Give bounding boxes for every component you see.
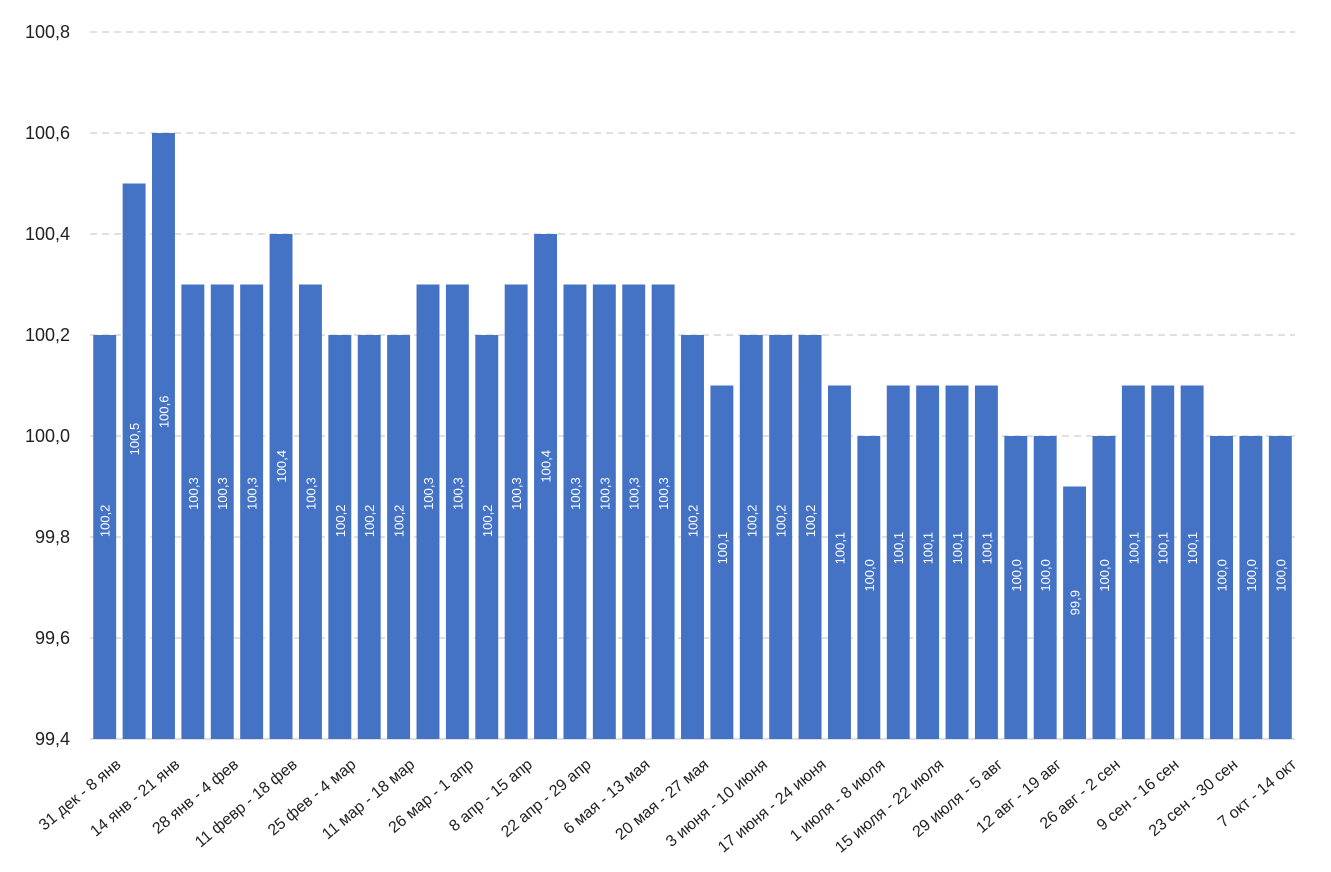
bar bbox=[798, 335, 822, 739]
data-label: 100,0 bbox=[1215, 559, 1230, 592]
data-label: 100,2 bbox=[480, 505, 495, 538]
data-label: 100,2 bbox=[744, 505, 759, 538]
bar bbox=[298, 284, 322, 739]
bar bbox=[1033, 436, 1057, 739]
bar bbox=[475, 335, 499, 739]
y-tick-label: 100,0 bbox=[25, 426, 70, 446]
bar bbox=[886, 385, 910, 739]
data-labels: 100,2 100,5 100,6 100,3 100,3 100,3 100,4 100,3… bbox=[98, 395, 1289, 615]
data-label: 100,3 bbox=[215, 477, 230, 510]
bar bbox=[387, 335, 411, 739]
bar bbox=[710, 385, 734, 739]
data-label: 100,3 bbox=[303, 477, 318, 510]
bar bbox=[916, 385, 940, 739]
data-label: 100,0 bbox=[1038, 559, 1053, 592]
bar bbox=[240, 284, 264, 739]
bar bbox=[357, 335, 381, 739]
y-tick-label: 100,6 bbox=[25, 123, 70, 143]
bar bbox=[974, 385, 998, 739]
data-label: 99,9 bbox=[1068, 590, 1083, 615]
data-label: 100,4 bbox=[274, 450, 289, 483]
data-label: 100,3 bbox=[245, 477, 260, 510]
bars bbox=[93, 133, 1292, 739]
bar bbox=[1268, 436, 1292, 739]
data-label: 100,2 bbox=[803, 505, 818, 538]
bar bbox=[210, 284, 234, 739]
bar bbox=[1092, 436, 1116, 739]
bar bbox=[534, 234, 558, 739]
data-label: 100,0 bbox=[1273, 559, 1288, 592]
data-label: 100,0 bbox=[1244, 559, 1259, 592]
data-label: 100,3 bbox=[186, 477, 201, 510]
data-label: 100,0 bbox=[1097, 559, 1112, 592]
bar bbox=[622, 284, 646, 739]
x-tick-label: 11 февр - 18 фев bbox=[192, 756, 301, 851]
data-label: 100,1 bbox=[950, 532, 965, 565]
y-tick-label: 99,4 bbox=[35, 729, 70, 749]
bar bbox=[1210, 436, 1233, 739]
data-label: 100,0 bbox=[862, 559, 877, 592]
data-label: 100,3 bbox=[450, 477, 465, 510]
data-label: 100,3 bbox=[656, 477, 671, 510]
bar bbox=[739, 335, 763, 739]
bar bbox=[504, 284, 528, 739]
bar bbox=[93, 335, 117, 739]
x-tick-label: 3 июня - 10 июня bbox=[663, 756, 771, 850]
bar bbox=[416, 284, 440, 739]
data-label: 100,5 bbox=[127, 423, 142, 456]
data-label: 100,1 bbox=[832, 532, 847, 565]
data-label: 100,2 bbox=[98, 505, 113, 538]
data-label: 100,3 bbox=[597, 477, 612, 510]
data-label: 100,2 bbox=[333, 505, 348, 538]
data-label: 100,3 bbox=[421, 477, 436, 510]
data-label: 100,1 bbox=[921, 532, 936, 565]
data-label: 100,1 bbox=[979, 532, 994, 565]
bar bbox=[269, 234, 293, 739]
bar bbox=[857, 436, 881, 739]
data-label: 100,1 bbox=[891, 532, 906, 565]
x-tick-label: 17 июня - 24 июня bbox=[715, 756, 830, 856]
y-tick-label: 99,8 bbox=[35, 527, 70, 547]
data-label: 100,2 bbox=[392, 505, 407, 538]
data-label: 100,3 bbox=[568, 477, 583, 510]
y-tick-label: 100,4 bbox=[25, 224, 70, 244]
data-label: 100,0 bbox=[1009, 559, 1024, 592]
bar bbox=[1239, 436, 1263, 739]
bar bbox=[1151, 385, 1175, 739]
y-axis-tick-labels: 99,4 99,6 99,8 100,0 100,2 100,4 100,6 100,8 bbox=[25, 22, 70, 749]
bar bbox=[1004, 436, 1028, 739]
bar bbox=[945, 385, 969, 739]
data-label: 100,6 bbox=[156, 395, 171, 428]
data-label: 100,3 bbox=[509, 477, 524, 510]
data-label: 100,1 bbox=[1156, 532, 1171, 565]
bar bbox=[769, 335, 793, 739]
bar bbox=[681, 335, 704, 739]
y-tick-label: 100,2 bbox=[25, 325, 70, 345]
data-label: 100,1 bbox=[1126, 532, 1141, 565]
data-label: 100,1 bbox=[715, 532, 730, 565]
data-label: 100,3 bbox=[627, 477, 642, 510]
data-label: 100,2 bbox=[362, 505, 377, 538]
bar bbox=[181, 284, 205, 739]
data-label: 100,2 bbox=[774, 505, 789, 538]
data-label: 100,2 bbox=[686, 505, 701, 538]
bar bbox=[328, 335, 352, 739]
bar bbox=[592, 284, 616, 739]
bar bbox=[1063, 486, 1087, 739]
bar bbox=[563, 284, 587, 739]
data-label: 100,4 bbox=[539, 450, 554, 483]
bar bbox=[152, 133, 175, 739]
data-label: 100,1 bbox=[1185, 532, 1200, 565]
y-tick-label: 100,8 bbox=[25, 22, 70, 42]
x-tick-label: 15 июля - 22 июля bbox=[832, 756, 947, 856]
bar bbox=[445, 284, 469, 739]
bar bbox=[1121, 385, 1145, 739]
bar bbox=[122, 183, 146, 739]
bar bbox=[1180, 385, 1204, 739]
bar bbox=[827, 385, 851, 739]
y-tick-label: 99,6 bbox=[35, 628, 70, 648]
bar bbox=[651, 284, 675, 739]
